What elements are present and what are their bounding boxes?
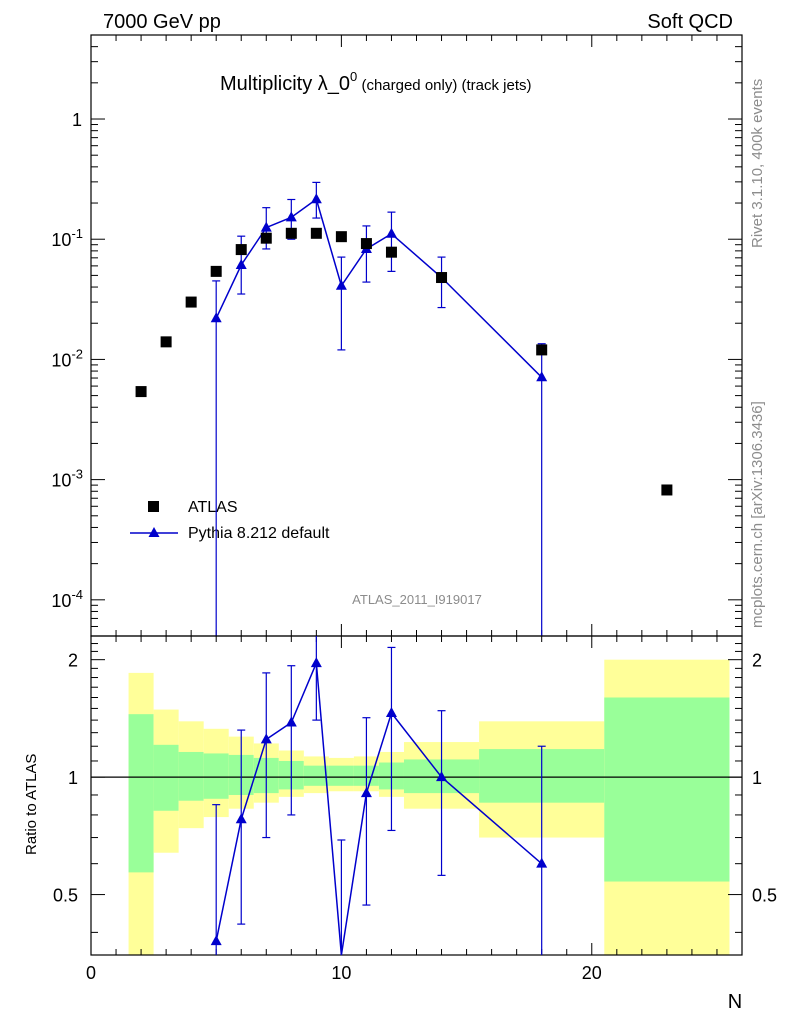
atlas-point — [436, 272, 448, 284]
ratio-point — [235, 813, 247, 824]
ratio-green-band-3 — [203, 753, 229, 799]
ratio-green-band-1 — [153, 744, 179, 811]
ratio-tick-label-left: 0.5 — [53, 886, 78, 906]
legend-pythia-label: Pythia 8.212 default — [188, 525, 330, 542]
ratio-tick-label-right: 1 — [752, 768, 762, 788]
x-tick-label: 0 — [86, 963, 96, 983]
atlas-point — [185, 296, 197, 308]
atlas-point — [210, 265, 222, 277]
ratio-panel: 0 10 20 0.5 0.5 1 1 2 2 — [53, 635, 777, 983]
ratio-tick-label-left: 2 — [68, 651, 78, 671]
y-tick-label: 10-4 — [51, 587, 83, 611]
ratio-green-band-0 — [128, 714, 154, 873]
main-frame — [90, 34, 743, 637]
ratio-point — [536, 857, 548, 868]
pythia-point — [536, 371, 548, 382]
atlas-point — [385, 246, 397, 258]
legend-atlas-marker — [148, 501, 159, 512]
ratio-point — [310, 657, 322, 668]
atlas-point — [661, 484, 673, 496]
header-category: Soft QCD — [647, 11, 733, 33]
mcplots-reference-label: mcplots.cern.ch [arXiv:1306.3436] — [749, 401, 766, 628]
pythia-point — [385, 227, 397, 238]
atlas-point — [135, 386, 147, 398]
legend: ATLAS Pythia 8.212 default — [130, 499, 330, 542]
ratio-point — [285, 716, 297, 727]
pythia-point — [285, 211, 297, 222]
y-tick-label: 10-3 — [51, 467, 83, 491]
atlas-point — [360, 238, 372, 250]
atlas-point — [235, 244, 247, 256]
analysis-id-label: ATLAS_2011_I919017 — [352, 592, 482, 607]
ratio-green-band-2 — [178, 751, 204, 801]
pythia-point — [235, 259, 247, 270]
y-tick-label: 1 — [72, 110, 82, 130]
pythia-point — [310, 193, 322, 204]
rivet-version-label: Rivet 3.1.10, 400k events — [749, 79, 766, 248]
y-tick-label: 10-2 — [51, 346, 83, 370]
y-tick-label: 10-1 — [51, 226, 83, 250]
legend-pythia-marker — [148, 527, 160, 537]
atlas-point — [160, 336, 172, 348]
atlas-point — [536, 344, 548, 356]
x-tick-label: 20 — [582, 963, 602, 983]
main-panel: 10-4 10-3 10-2 10-1 1 — [51, 34, 743, 637]
ratio-tick-label-right: 2 — [752, 651, 762, 671]
atlas-point — [310, 227, 322, 239]
atlas-point — [260, 232, 272, 244]
pythia-point — [260, 221, 272, 232]
pythia-line — [215, 198, 543, 378]
ratio-line — [215, 662, 543, 956]
x-tick-label: 10 — [331, 963, 351, 983]
ratio-green-band-7 — [303, 765, 329, 786]
header-energy: 7000 GeV pp — [103, 11, 221, 33]
ratio-point — [385, 707, 397, 718]
ratio-point — [260, 733, 272, 744]
pythia-point — [210, 312, 222, 323]
legend-atlas-label: ATLAS — [188, 499, 238, 516]
ratio-y-axis-label: Ratio to ATLAS — [23, 754, 40, 855]
ratio-green-band-8 — [328, 765, 354, 786]
x-axis-label: N — [728, 991, 742, 1013]
chart-title: Multiplicity λ_00 (charged only) (track … — [220, 69, 532, 95]
ratio-tick-label-right: 0.5 — [752, 886, 777, 906]
atlas-point — [335, 231, 347, 243]
ratio-tick-label-left: 1 — [68, 768, 78, 788]
ratio-point — [210, 935, 222, 946]
ratio-point — [360, 787, 372, 798]
atlas-point — [285, 227, 297, 239]
pythia-point — [335, 279, 347, 290]
ratio-point — [436, 771, 448, 782]
ratio-green-band-13 — [604, 697, 730, 882]
